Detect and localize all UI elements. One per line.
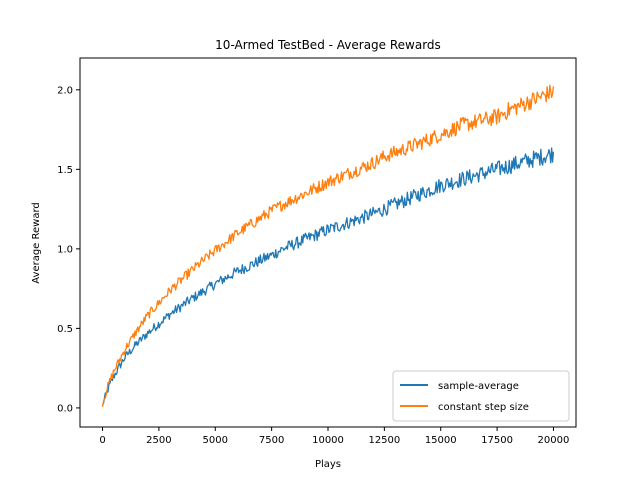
y-tick-label: 0.5 (57, 324, 73, 335)
legend-label-sample-average: sample-average (438, 381, 519, 392)
y-axis-ticks: 0.0 0.5 1.0 1.5 2.0 (57, 85, 80, 414)
x-tick-label: 2500 (146, 435, 171, 446)
y-tick-label: 0.0 (57, 403, 73, 414)
series-line-constant-step-size (101, 84, 555, 408)
x-tick-label: 0 (99, 435, 105, 446)
x-tick-label: 20000 (538, 435, 570, 446)
y-tick-label: 1.5 (57, 165, 73, 176)
x-tick-label: 17500 (481, 435, 513, 446)
y-tick-label: 2.0 (57, 85, 73, 96)
x-tick-label: 10000 (312, 435, 344, 446)
x-tick-label: 7500 (259, 435, 284, 446)
x-tick-label: 12500 (368, 435, 400, 446)
x-tick-label: 15000 (425, 435, 457, 446)
x-axis-label: Plays (315, 459, 341, 470)
x-axis-ticks: 0 2500 5000 7500 10000 12500 15000 17500 20000 (99, 427, 569, 446)
chart-title: 10-Armed TestBed - Average Rewards (215, 38, 441, 52)
series-line-sample-average (102, 147, 555, 405)
y-axis-label: Average Reward (31, 202, 42, 283)
legend: sample-average constant step size (392, 370, 570, 422)
y-tick-label: 1.0 (57, 244, 73, 255)
legend-box (392, 370, 570, 422)
x-tick-label: 5000 (203, 435, 228, 446)
series-layer (101, 84, 555, 408)
legend-label-constant-step-size: constant step size (438, 402, 529, 413)
